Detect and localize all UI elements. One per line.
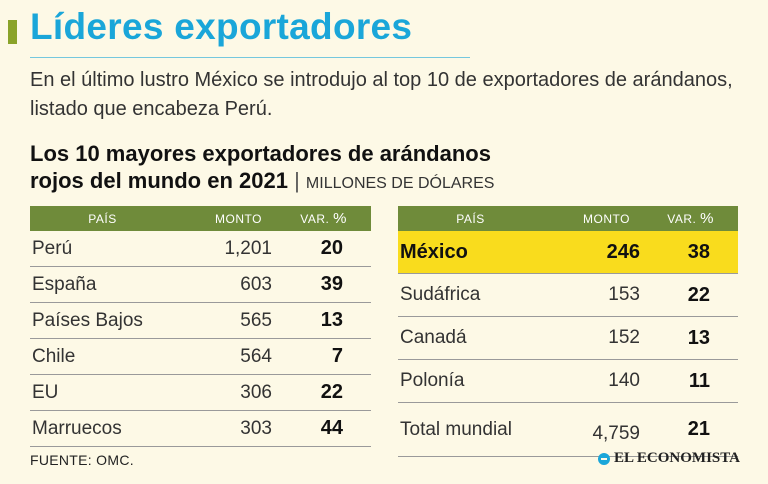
amount-cell: 603 — [175, 266, 280, 303]
total-label: Total mundial — [398, 402, 543, 457]
table-row: Perú 1,201 20 — [30, 231, 371, 267]
intro-text: En el último lustro México se introdujo … — [30, 69, 733, 120]
column-header-var: VAR. % — [648, 206, 738, 231]
source-note: FUENTE: OMC. — [30, 452, 134, 468]
table-row: Marruecos 303 44 — [30, 410, 371, 447]
total-var: 21 — [648, 402, 738, 457]
amount-cell: 565 — [175, 302, 280, 339]
column-header-var-pct: % — [333, 210, 347, 227]
amount-cell: 303 — [175, 410, 280, 447]
var-cell: 38 — [648, 231, 738, 274]
country-cell: Polonía — [398, 359, 543, 403]
table-row: EU 306 22 — [30, 374, 371, 411]
amount-cell: 564 — [175, 338, 280, 375]
brand-logo: EL ECONOMISTA — [598, 450, 740, 467]
table-header-row: PAÍS MONTO VAR. % — [398, 206, 738, 231]
brand-name: EL ECONOMISTA — [614, 450, 740, 466]
column-header-var-label: VAR. — [667, 212, 701, 226]
var-cell: 13 — [648, 316, 738, 360]
chart-unit: MILLONES DE DÓLARES — [305, 175, 495, 192]
chart-title-line1: Los 10 mayores exportadores de arándanos — [30, 141, 491, 166]
var-cell: 7 — [280, 338, 371, 375]
headline-accent-bar — [8, 20, 17, 44]
country-cell: Marruecos — [30, 410, 175, 447]
headline-rule — [30, 57, 470, 58]
var-cell: 20 — [280, 231, 371, 267]
var-cell: 13 — [280, 302, 371, 339]
column-header-amount: MONTO — [543, 206, 648, 231]
country-cell: Chile — [30, 338, 175, 375]
table-header-row: PAÍS MONTO VAR. % — [30, 206, 371, 231]
country-cell: Sudáfrica — [398, 273, 543, 317]
table-row: España 603 39 — [30, 266, 371, 303]
el-economista-logo-icon — [598, 452, 610, 465]
amount-cell: 1,201 — [175, 231, 280, 267]
var-cell: 39 — [280, 266, 371, 303]
total-row: Total mundial 4,759 21 — [398, 402, 738, 457]
var-cell: 22 — [648, 273, 738, 317]
table-row: Sudáfrica 153 22 — [398, 273, 738, 317]
column-header-var-pct: % — [700, 210, 714, 227]
amount-cell: 246 — [543, 231, 648, 274]
country-cell: Canadá — [398, 316, 543, 360]
amount-cell: 152 — [543, 316, 648, 360]
amount-cell: 306 — [175, 374, 280, 411]
column-header-amount: MONTO — [175, 206, 280, 231]
country-cell: EU — [30, 374, 175, 411]
var-cell: 11 — [648, 359, 738, 403]
country-cell: Perú — [30, 231, 175, 267]
table-row: Países Bajos 565 13 — [30, 302, 371, 339]
country-cell: México — [398, 231, 543, 274]
country-cell: Países Bajos — [30, 302, 175, 339]
chart-title: Los 10 mayores exportadores de arándanos… — [30, 140, 494, 197]
headline: Líderes exportadores — [30, 6, 413, 47]
exporters-table-right: PAÍS MONTO VAR. % México 246 38 Sudáfrica 15… — [398, 206, 738, 457]
column-header-country: PAÍS — [398, 206, 543, 231]
total-amount: 4,759 — [543, 402, 648, 457]
table-row: Chile 564 7 — [30, 338, 371, 375]
amount-cell: 140 — [543, 359, 648, 403]
title-separator: | — [294, 168, 300, 193]
chart-title-line2: rojos del mundo en 2021 — [30, 168, 288, 193]
column-header-country: PAÍS — [30, 206, 175, 231]
var-cell: 44 — [280, 410, 371, 447]
table-row: Canadá 152 13 — [398, 316, 738, 360]
country-cell: España — [30, 266, 175, 303]
amount-cell: 153 — [543, 273, 648, 317]
table-row: México 246 38 — [398, 231, 738, 274]
column-header-var-label: VAR. — [300, 212, 334, 226]
column-header-var: VAR. % — [280, 206, 371, 231]
exporters-table-left: PAÍS MONTO VAR. % Perú 1,201 20 España 603 39… — [30, 206, 371, 447]
var-cell: 22 — [280, 374, 371, 411]
table-row: Polonía 140 11 — [398, 359, 738, 403]
